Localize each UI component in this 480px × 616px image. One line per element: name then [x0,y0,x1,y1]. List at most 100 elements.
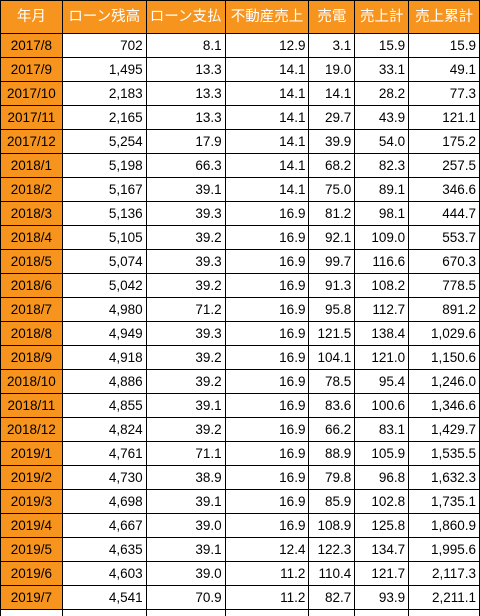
month-cell: 2017/8 [0,33,63,58]
loan-balance-cell: 4,730 [61,465,147,490]
table-row: 2019/4 4,667 39.0 16.9 108.9 125.8 1,860.9 [0,513,480,538]
sales-cumulative-cell: 1,150.6 [408,345,480,370]
loan-balance-cell: 4,698 [61,489,147,514]
sales-total-cell: 116.6 [354,249,410,274]
power-sales-cell: 82.7 [308,585,356,610]
month-cell: 2018/3 [0,201,63,226]
real-estate-sales-cell: 16.9 [224,273,310,298]
loan-balance-cell: 4,635 [61,537,147,562]
empty-cell [408,609,480,616]
loan-payment-cell: 13.3 [145,105,226,130]
loan-balance-cell: 5,198 [61,153,147,178]
sales-cumulative-cell: 346.6 [408,177,480,202]
loan-payment-cell: 39.3 [145,321,226,346]
sales-total-cell: 95.4 [354,369,410,394]
table-row: 2019/2 4,730 38.9 16.9 79.8 96.8 1,632.3 [0,465,480,490]
table-row: 2018/5 5,074 39.3 16.9 99.7 116.6 670.3 [0,249,480,274]
sales-total-cell: 82.3 [354,153,410,178]
real-estate-sales-cell: 16.9 [224,321,310,346]
power-sales-cell: 29.7 [308,105,356,130]
power-sales-cell: 14.1 [308,81,356,106]
table-row: 2019/7 4,541 70.9 11.2 82.7 93.9 2,211.1 [0,585,480,610]
power-sales-cell: 121.5 [308,321,356,346]
real-estate-sales-cell: 16.9 [224,393,310,418]
table-row: 2018/9 4,918 39.2 16.9 104.1 121.0 1,150.6 [0,345,480,370]
loan-balance-cell: 4,918 [61,345,147,370]
real-estate-sales-cell: 14.1 [224,105,310,130]
loan-balance-cell: 4,855 [61,393,147,418]
table-row: 2018/12 4,824 39.2 16.9 66.2 83.1 1,429.7 [0,417,480,442]
loan-balance-cell: 2,165 [61,105,147,130]
real-estate-sales-cell: 16.9 [224,441,310,466]
sales-total-cell: 98.1 [354,201,410,226]
sales-cumulative-cell: 670.3 [408,249,480,274]
table-row: 2018/1 5,198 66.3 14.1 68.2 82.3 257.5 [0,153,480,178]
month-cell: 2018/12 [0,417,63,442]
table-row: 2019/6 4,603 39.0 11.2 110.4 121.7 2,117.3 [0,561,480,586]
sales-cumulative-cell: 891.2 [408,297,480,322]
loan-payment-cell: 39.2 [145,345,226,370]
power-sales-cell: 66.2 [308,417,356,442]
loan-balance-cell: 4,761 [61,441,147,466]
real-estate-sales-cell: 14.1 [224,81,310,106]
loan-payment-cell: 39.2 [145,369,226,394]
sales-total-cell: 33.1 [354,57,410,82]
empty-cell [308,609,356,616]
sales-cumulative-cell: 1,735.1 [408,489,480,514]
sales-cumulative-cell: 778.5 [408,273,480,298]
table-row: 2019/1 4,761 71.1 16.9 88.9 105.9 1,535.5 [0,441,480,466]
loan-balance-cell: 1,495 [61,57,147,82]
sales-total-cell: 96.8 [354,465,410,490]
loan-balance-cell: 4,980 [61,297,147,322]
table-row: 2017/9 1,495 13.3 14.1 19.0 33.1 49.1 [0,57,480,82]
power-sales-cell: 3.1 [308,33,356,58]
power-sales-cell: 79.8 [308,465,356,490]
empty-cell [0,609,63,616]
power-sales-cell: 104.1 [308,345,356,370]
table-row: 2018/11 4,855 39.1 16.9 83.6 100.6 1,346.6 [0,393,480,418]
real-estate-sales-cell: 12.4 [224,537,310,562]
loan-balance-cell: 5,136 [61,201,147,226]
sales-cumulative-cell: 15.9 [408,33,480,58]
sales-total-cell: 43.9 [354,105,410,130]
month-cell: 2018/2 [0,177,63,202]
table-row: 2018/4 5,105 39.2 16.9 92.1 109.0 553.7 [0,225,480,250]
power-sales-cell: 83.6 [308,393,356,418]
loan-payment-cell: 39.1 [145,537,226,562]
sales-cumulative-cell: 1,535.5 [408,441,480,466]
sales-total-cell: 93.9 [354,585,410,610]
sales-cumulative-cell: 1,246.0 [408,369,480,394]
sales-total-cell: 112.7 [354,297,410,322]
sales-cumulative-cell: 2,211.1 [408,585,480,610]
loan-payment-cell: 38.9 [145,465,226,490]
loan-balance-cell: 4,541 [61,585,147,610]
loan-payment-cell: 66.3 [145,153,226,178]
loan-balance-cell: 702 [61,33,147,58]
sales-total-cell: 138.4 [354,321,410,346]
month-cell: 2019/5 [0,537,63,562]
table-row: 2017/12 5,254 17.9 14.1 39.9 54.0 175.2 [0,129,480,154]
month-cell: 2019/7 [0,585,63,610]
real-estate-sales-cell: 16.9 [224,513,310,538]
real-estate-sales-cell: 16.9 [224,201,310,226]
sales-total-cell: 121.0 [354,345,410,370]
month-cell: 2019/3 [0,489,63,514]
loan-balance-cell: 2,183 [61,81,147,106]
sales-cumulative-cell: 2,117.3 [408,561,480,586]
table-row: 2017/8 702 8.1 12.9 3.1 15.9 15.9 [0,33,480,58]
table-row: 2018/10 4,886 39.2 16.9 78.5 95.4 1,246.0 [0,369,480,394]
header-power-sales: 売電 [308,0,356,34]
month-cell: 2019/2 [0,465,63,490]
empty-cell [61,609,147,616]
power-sales-cell: 108.9 [308,513,356,538]
loan-balance-cell: 5,042 [61,273,147,298]
real-estate-sales-cell: 12.9 [224,33,310,58]
table-row: 2018/6 5,042 39.2 16.9 91.3 108.2 778.5 [0,273,480,298]
power-sales-cell: 19.0 [308,57,356,82]
loan-payment-cell: 39.2 [145,273,226,298]
table-row: 2019/5 4,635 39.1 12.4 122.3 134.7 1,995.6 [0,537,480,562]
sales-total-cell: 100.6 [354,393,410,418]
header-loan-payment: ローン支払 [145,0,226,34]
sales-total-cell: 89.1 [354,177,410,202]
header-row: 年月 ローン残高 ローン支払 不動産売上 売電 売上計 売上累計 [0,0,480,34]
